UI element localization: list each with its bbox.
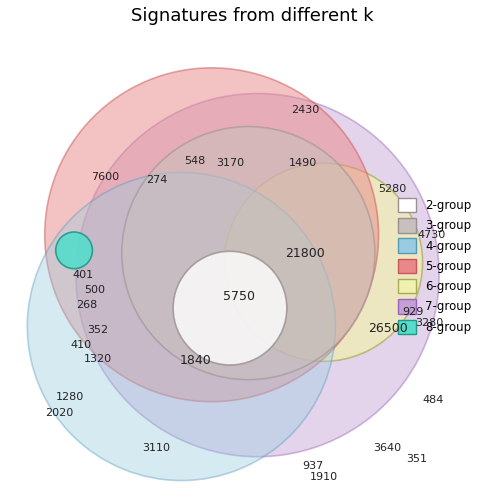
Text: 1320: 1320 (84, 354, 112, 364)
Text: 484: 484 (423, 395, 444, 405)
Circle shape (27, 172, 336, 480)
Text: 5280: 5280 (378, 184, 406, 194)
Text: 3110: 3110 (143, 443, 171, 453)
Legend: 2-group, 3-group, 4-group, 5-group, 6-group, 7-group, 8-group: 2-group, 3-group, 4-group, 5-group, 6-gr… (392, 192, 477, 340)
Text: 548: 548 (184, 156, 206, 166)
Circle shape (76, 94, 439, 457)
Text: 274: 274 (146, 175, 167, 185)
Text: 26500: 26500 (368, 322, 408, 335)
Text: 1490: 1490 (289, 158, 318, 168)
Circle shape (173, 251, 287, 365)
Text: 929: 929 (403, 307, 424, 317)
Text: 500: 500 (84, 285, 105, 295)
Text: 268: 268 (76, 300, 98, 310)
Text: 937: 937 (302, 461, 323, 471)
Text: 352: 352 (87, 325, 108, 335)
Text: 401: 401 (73, 270, 94, 280)
Text: 7600: 7600 (91, 172, 119, 182)
Text: 1910: 1910 (309, 472, 338, 482)
Circle shape (45, 68, 379, 402)
Text: 2020: 2020 (45, 408, 74, 418)
Text: 3640: 3640 (373, 443, 402, 453)
Circle shape (224, 163, 422, 361)
Text: 1280: 1280 (56, 392, 85, 402)
Text: 351: 351 (407, 454, 427, 464)
Text: 1840: 1840 (179, 354, 211, 367)
Text: 3170: 3170 (216, 158, 244, 168)
Circle shape (56, 232, 92, 269)
Circle shape (122, 127, 375, 380)
Title: Signatures from different k: Signatures from different k (131, 7, 373, 25)
Text: 5750: 5750 (223, 290, 255, 303)
Text: 4730: 4730 (418, 230, 446, 240)
Text: 3280: 3280 (415, 318, 443, 328)
Text: 410: 410 (71, 340, 92, 350)
Text: 21800: 21800 (285, 246, 325, 260)
Text: 2430: 2430 (291, 105, 320, 115)
